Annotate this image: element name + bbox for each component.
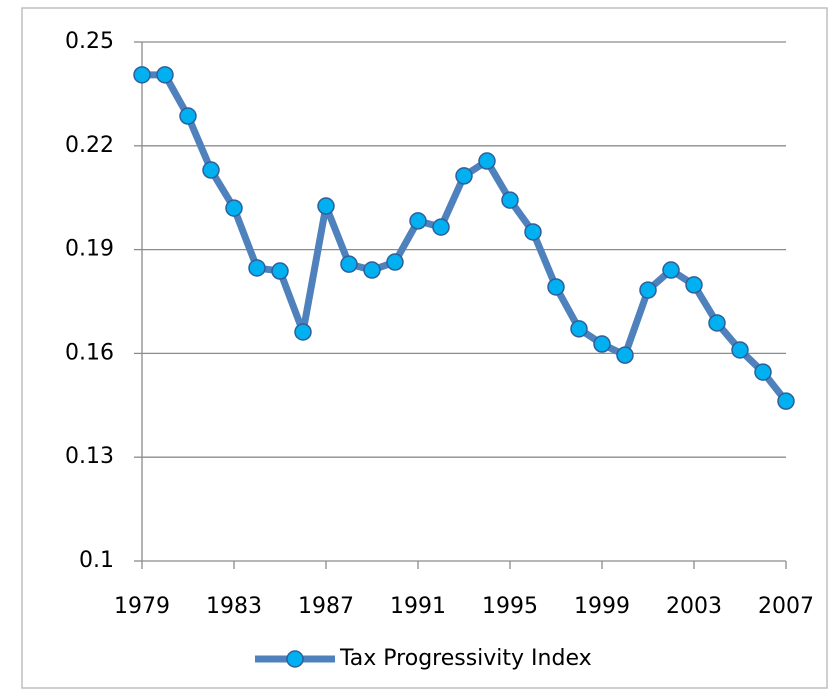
data-point <box>294 323 312 341</box>
data-point <box>455 167 473 185</box>
data-point <box>271 262 289 280</box>
data-point <box>501 191 519 209</box>
data-point <box>570 320 588 338</box>
data-point <box>156 66 174 84</box>
x-tick-label: 2007 <box>758 594 814 619</box>
data-point <box>202 161 220 179</box>
data-point <box>639 281 657 299</box>
data-point <box>133 66 151 84</box>
data-point <box>731 341 749 359</box>
data-point <box>754 363 772 381</box>
y-tick-label: 0.16 <box>65 340 114 365</box>
data-point <box>777 392 795 410</box>
y-tick-label: 0.13 <box>65 444 114 469</box>
x-tick-label: 1995 <box>482 594 538 619</box>
x-tick-label: 1979 <box>114 594 170 619</box>
data-point <box>225 199 243 217</box>
data-point <box>317 197 335 215</box>
legend-label: Tax Progressivity Index <box>339 646 592 671</box>
x-tick-label: 1983 <box>206 594 262 619</box>
y-tick-label: 0.19 <box>65 237 114 262</box>
y-tick-label: 0.22 <box>65 133 114 158</box>
data-point <box>248 259 266 277</box>
data-point <box>179 107 197 125</box>
y-tick-label: 0.1 <box>79 548 114 573</box>
data-point <box>662 261 680 279</box>
x-tick-label: 1999 <box>574 594 630 619</box>
y-tick-label: 0.25 <box>65 29 114 54</box>
chart-frame <box>21 7 828 689</box>
data-point <box>478 152 496 170</box>
data-point <box>685 276 703 294</box>
x-tick-label: 1991 <box>390 594 446 619</box>
legend-marker <box>286 650 304 668</box>
data-point <box>386 253 404 271</box>
x-tick-label: 1987 <box>298 594 354 619</box>
data-point <box>708 314 726 332</box>
x-tick-label: 2003 <box>666 594 722 619</box>
data-point <box>432 218 450 236</box>
data-point <box>340 255 358 273</box>
data-point <box>616 346 634 364</box>
data-point <box>363 261 381 279</box>
data-point <box>593 335 611 353</box>
data-point <box>547 278 565 296</box>
data-point <box>409 212 427 230</box>
data-point <box>524 223 542 241</box>
